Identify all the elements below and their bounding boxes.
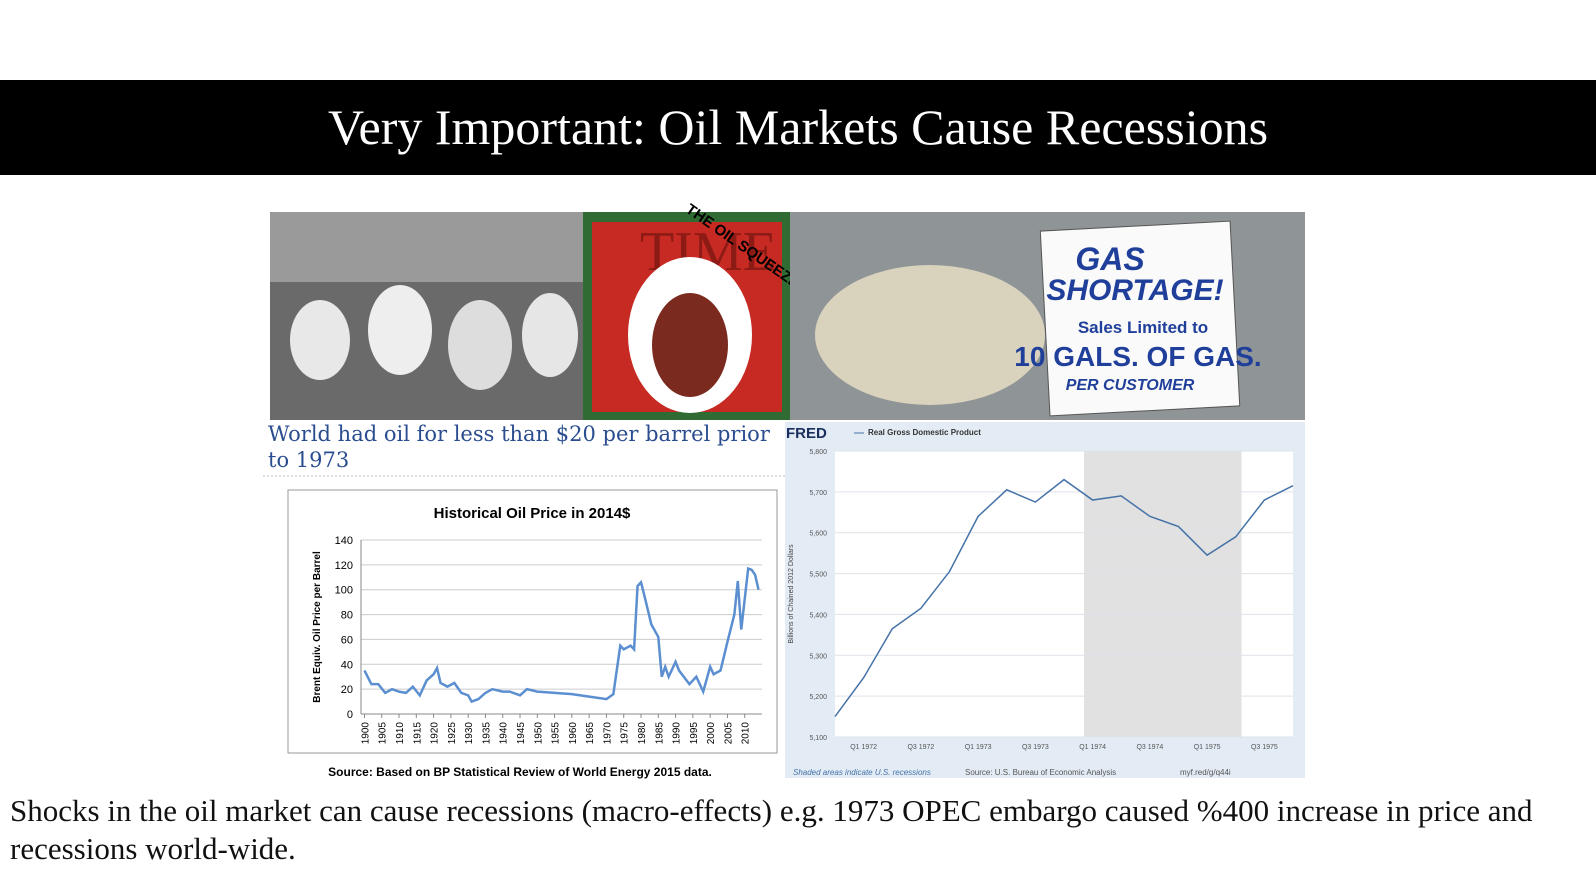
price-line bbox=[363, 566, 760, 704]
y-tick-label: 5,700 bbox=[809, 490, 827, 497]
x-tick-label: Q3 1972 bbox=[907, 744, 934, 751]
source: Source: Based on BP Statistical Review o… bbox=[328, 765, 712, 779]
figure-head bbox=[368, 285, 432, 375]
x-tick-label: Q1 1974 bbox=[1079, 744, 1106, 751]
title-bar: Very Important: Oil Markets Cause Recess… bbox=[0, 80, 1596, 175]
y-axis-label: Billions of Chained 2012 Dollars bbox=[788, 544, 795, 644]
x-tick-label: Q1 1973 bbox=[965, 744, 992, 751]
y-tick-label: 5,300 bbox=[809, 653, 827, 660]
legend-entry: Real Gross Domestic Product bbox=[868, 428, 981, 437]
x-tick-label: 1995 bbox=[689, 722, 700, 745]
sign bbox=[1039, 220, 1241, 417]
sign-line: Sales Limited to bbox=[1078, 318, 1208, 337]
x-tick-label: Q3 1973 bbox=[1022, 744, 1049, 751]
footer-source: Source: U.S. Bureau of Economic Analysis bbox=[965, 768, 1116, 777]
car bbox=[815, 265, 1045, 405]
y-tick-label: 40 bbox=[341, 659, 353, 671]
gdp-line bbox=[834, 478, 1294, 718]
x-tick-label: 1955 bbox=[551, 722, 562, 745]
headline: World had oil for less than $20 per barr… bbox=[268, 422, 770, 472]
y-tick-label: 5,500 bbox=[809, 572, 827, 579]
figure-head bbox=[290, 300, 350, 380]
x-tick-label: 1920 bbox=[430, 722, 441, 745]
recession-band bbox=[1084, 451, 1242, 737]
x-tick-label: 1985 bbox=[654, 722, 665, 745]
y-tick-label: 5,400 bbox=[809, 612, 827, 619]
figure-head bbox=[522, 293, 578, 377]
x-tick-label: 1930 bbox=[464, 722, 475, 745]
y-tick-label: 5,200 bbox=[809, 694, 827, 701]
fred-logo: FRED bbox=[786, 425, 827, 442]
sign-line: PER CUSTOMER bbox=[1066, 377, 1195, 394]
y-tick-label: 100 bbox=[335, 585, 353, 597]
sign-line: SHORTAGE! bbox=[1046, 274, 1223, 307]
y-tick-label: 5,100 bbox=[809, 735, 827, 742]
x-tick-label: Q1 1975 bbox=[1194, 744, 1221, 751]
y-tick-label: 5,600 bbox=[809, 531, 827, 538]
chart-title: Historical Oil Price in 2014$ bbox=[434, 505, 631, 522]
y-tick-label: 0 bbox=[347, 709, 353, 721]
slide-title: Very Important: Oil Markets Cause Recess… bbox=[327, 99, 1269, 155]
y-axis-label: Brent Equiv. Oil Price per Barrel bbox=[312, 551, 323, 703]
x-tick-label: 1925 bbox=[447, 722, 458, 745]
x-tick-label: 1915 bbox=[412, 722, 423, 745]
x-tick-label: 1940 bbox=[499, 722, 510, 745]
x-tick-label: 1960 bbox=[568, 722, 579, 745]
y-tick-label: 80 bbox=[341, 610, 353, 622]
x-tick-label: Q3 1974 bbox=[1136, 744, 1163, 751]
x-tick-label: 1945 bbox=[516, 722, 527, 745]
y-tick-label: 140 bbox=[335, 535, 353, 547]
x-tick-label: 1910 bbox=[395, 722, 406, 745]
footer-note: Shaded areas indicate U.S. recessions bbox=[793, 768, 931, 777]
y-tick-label: 120 bbox=[335, 560, 353, 572]
x-tick-label: 1965 bbox=[585, 722, 596, 745]
x-tick-label: 1990 bbox=[672, 722, 683, 745]
x-tick-label: 1970 bbox=[602, 722, 613, 745]
headline-box: World had oil for less than $20 per barr… bbox=[268, 422, 770, 472]
x-tick-label: 2005 bbox=[723, 722, 734, 745]
photo-bg bbox=[270, 212, 583, 282]
x-tick-label: 1950 bbox=[533, 722, 544, 745]
oil-chart-frame bbox=[287, 489, 778, 754]
footer-link: myf.red/g/q44i bbox=[1180, 768, 1231, 777]
x-tick-label: 1900 bbox=[360, 722, 371, 745]
figure-head bbox=[448, 300, 512, 390]
x-tick-label: 2000 bbox=[706, 722, 717, 745]
sign-line: GAS bbox=[1075, 241, 1145, 277]
y-tick-label: 20 bbox=[341, 684, 353, 696]
y-tick-label: 60 bbox=[341, 634, 353, 646]
x-tick-label: 2010 bbox=[741, 722, 752, 745]
sign-line: 10 GALS. OF GAS. bbox=[1014, 341, 1261, 372]
cover-face bbox=[652, 293, 728, 397]
x-tick-label: Q3 1975 bbox=[1251, 744, 1278, 751]
y-tick-label: 5,800 bbox=[809, 449, 827, 456]
x-tick-label: 1905 bbox=[378, 722, 389, 745]
x-tick-label: 1975 bbox=[620, 722, 631, 745]
x-tick-label: Q1 1972 bbox=[850, 744, 877, 751]
x-tick-label: 1980 bbox=[637, 722, 648, 745]
x-tick-label: 1935 bbox=[481, 722, 492, 745]
body-text: Shocks in the oil market can cause reces… bbox=[10, 793, 1533, 866]
